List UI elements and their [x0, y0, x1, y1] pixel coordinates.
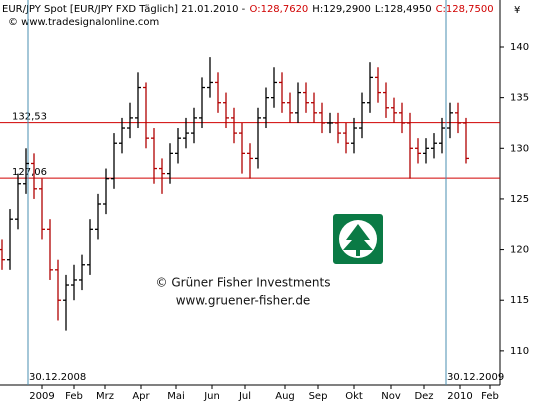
ohlc-bar	[39, 178, 45, 240]
ohlc-bar	[295, 82, 301, 123]
x-tick-label: Dez	[414, 391, 433, 402]
y-tick-label: 120	[510, 245, 529, 256]
x-tick-label: Mrz	[96, 391, 114, 402]
quote-value: H:129,2900	[312, 4, 371, 15]
currency-symbol: ¥	[514, 5, 520, 16]
ohlc-bar	[63, 274, 69, 331]
ohlc-bar	[55, 259, 61, 321]
ohlc-bar	[367, 62, 373, 113]
marker-label: 30.12.2008	[29, 372, 86, 383]
ohlc-bar	[31, 153, 37, 199]
ohlc-bar	[87, 219, 93, 275]
ohlc-bar	[127, 102, 133, 139]
ohlc-bar	[423, 138, 429, 164]
ohlc-bar	[95, 193, 101, 240]
x-tick-label: 2010	[447, 391, 472, 402]
y-tick-label: 140	[510, 42, 529, 53]
level-label: 127,06	[12, 167, 47, 178]
ohlc-bar	[0, 239, 5, 270]
ohlc-bar	[151, 128, 157, 184]
ohlc-bar	[215, 72, 221, 113]
quote-value: L:128,4950	[375, 4, 432, 15]
x-tick-label: Okt	[345, 391, 363, 402]
ohlc-bar	[351, 117, 357, 154]
ohlc-bar	[23, 148, 29, 194]
ohlc-bar	[239, 122, 245, 174]
ohlc-bar	[159, 158, 165, 194]
quote-value: C:128,7500	[436, 4, 494, 15]
x-tick-label: Feb	[65, 391, 83, 402]
y-tick-label: 110	[510, 346, 529, 357]
ohlc-bar	[143, 82, 149, 149]
x-tick-label: Feb	[481, 391, 499, 402]
ohlc-bar	[311, 92, 317, 123]
watermark-name: © Grüner Fisher Investments	[156, 276, 331, 290]
ohlc-bar	[71, 264, 77, 301]
quote-value: O:128,7620	[250, 4, 309, 15]
title-text: EUR/JPY Spot [EUR/JPY FXD Täglich] 21.01…	[2, 4, 246, 15]
ohlc-bar	[415, 138, 421, 164]
ohlc-bar	[335, 112, 341, 144]
ohlc-bar	[463, 117, 469, 164]
y-tick-label: 125	[510, 194, 529, 205]
x-tick-label: Mai	[167, 391, 185, 402]
level-label: 132,53	[12, 112, 47, 123]
ohlc-bar	[287, 92, 293, 123]
ohlc-bar	[303, 82, 309, 113]
ohlc-bar	[135, 72, 141, 129]
x-tick-label: Aug	[275, 391, 295, 402]
ohlc-bar	[439, 117, 445, 154]
ohlc-bar	[255, 107, 261, 169]
ohlc-bar	[47, 219, 53, 280]
y-tick-label: 130	[510, 143, 529, 154]
ohlc-bar	[79, 254, 85, 291]
ohlc-bar	[263, 87, 269, 129]
ohlc-bar	[279, 72, 285, 113]
ohlc-bar	[447, 102, 453, 139]
y-tick-label: 115	[510, 295, 529, 306]
ohlc-bar	[167, 143, 173, 184]
ohlc-bar	[231, 107, 237, 144]
logo-tree	[343, 224, 373, 256]
ohlc-bar	[191, 107, 197, 144]
ohlc-bar	[15, 173, 21, 230]
ohlc-bar	[407, 112, 413, 179]
watermark-logo	[333, 214, 383, 264]
ohlc-bar	[359, 92, 365, 139]
ohlc-bar	[375, 67, 381, 103]
ohlc-bar	[119, 117, 125, 154]
ohlc-bar	[175, 128, 181, 164]
y-tick-label: 135	[510, 93, 529, 104]
x-tick-label: Sep	[309, 391, 328, 402]
ohlc-bar	[455, 102, 461, 134]
ohlc-bar	[431, 133, 437, 159]
ohlc-bar	[343, 122, 349, 154]
x-tick-label: 2009	[29, 391, 54, 402]
ohlc-bar	[223, 92, 229, 129]
ohlc-bar	[319, 102, 325, 134]
x-tick-label: Jun	[203, 391, 220, 402]
ohlc-bar	[207, 57, 213, 98]
ohlc-bar	[103, 168, 109, 215]
x-tick-label: Jul	[238, 391, 251, 402]
source: © www.tradesignalonline.com	[8, 17, 159, 28]
x-tick-label: Nov	[381, 391, 401, 402]
ohlc-bar	[391, 97, 397, 123]
ohlc-bar	[383, 82, 389, 118]
x-tick-label: Apr	[132, 391, 150, 402]
ohlc-bar	[327, 112, 333, 134]
watermark-url: www.gruener-fisher.de	[176, 294, 311, 308]
ohlc-bar	[399, 102, 405, 134]
ohlc-bar	[7, 209, 13, 270]
ohlc-bar	[199, 77, 205, 129]
chart-title: EUR/JPY Spot [EUR/JPY FXD Täglich] 21.01…	[2, 4, 494, 15]
ohlc-bar	[111, 133, 117, 189]
ohlc-bar	[247, 143, 253, 179]
ohlc-bar	[271, 67, 277, 108]
ohlc-bar	[183, 117, 189, 149]
marker-label: 30.12.2009	[447, 372, 504, 383]
